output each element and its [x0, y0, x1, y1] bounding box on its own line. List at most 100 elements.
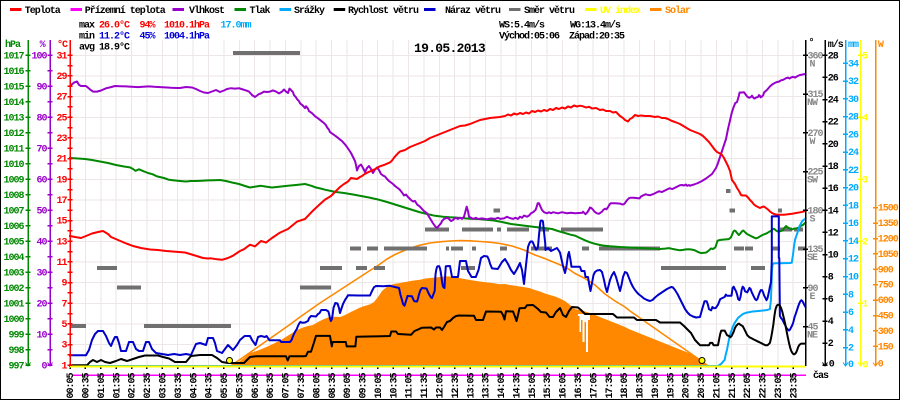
- svg-text:450: 450: [878, 312, 894, 323]
- svg-text:0: 0: [848, 360, 854, 371]
- svg-text:04:35: 04:35: [205, 372, 216, 398]
- svg-text:26: 26: [828, 73, 839, 84]
- svg-text:17:35: 17:35: [605, 372, 616, 398]
- svg-text:24: 24: [828, 96, 839, 107]
- svg-text:20:05: 20:05: [682, 372, 693, 398]
- svg-text:1002: 1002: [3, 284, 24, 295]
- svg-text:10:05: 10:05: [374, 372, 385, 398]
- svg-text:1013: 1013: [3, 113, 24, 124]
- svg-text:1: 1: [61, 361, 67, 372]
- svg-text:11.2°C: 11.2°C: [99, 31, 130, 43]
- svg-text:avg: avg: [79, 43, 95, 54]
- svg-text:4: 4: [848, 326, 854, 337]
- svg-text:16: 16: [848, 219, 859, 230]
- svg-text:16:05: 16:05: [559, 372, 570, 398]
- svg-text:21:05: 21:05: [712, 372, 723, 398]
- svg-text:180: 180: [808, 206, 824, 217]
- svg-text:28: 28: [828, 51, 839, 62]
- svg-text:05:05: 05:05: [220, 372, 231, 398]
- svg-text:11:35: 11:35: [420, 372, 431, 398]
- svg-text:N: N: [809, 59, 815, 70]
- svg-text:16:35: 16:35: [574, 372, 585, 398]
- svg-text:NE: NE: [807, 331, 818, 342]
- svg-text:26: 26: [848, 130, 859, 141]
- svg-text:50: 50: [36, 206, 47, 217]
- svg-text:19:35: 19:35: [666, 372, 677, 398]
- svg-text:1004.1hPa: 1004.1hPa: [164, 31, 210, 43]
- svg-text:min: min: [79, 31, 95, 43]
- svg-text:5: 5: [61, 320, 67, 331]
- svg-text:2: 2: [848, 344, 854, 355]
- svg-text:18:05: 18:05: [620, 372, 631, 398]
- svg-text:28: 28: [848, 113, 859, 124]
- svg-text:999: 999: [8, 330, 24, 341]
- svg-text:16: 16: [828, 184, 839, 195]
- svg-text:23: 23: [56, 134, 67, 145]
- svg-text:Směr větru: Směr větru: [524, 5, 575, 17]
- svg-text:1017: 1017: [3, 51, 24, 62]
- svg-text:WS:5.4m/s: WS:5.4m/s: [499, 20, 545, 32]
- svg-text:Náraz větru: Náraz větru: [445, 5, 501, 17]
- svg-text:6: 6: [848, 308, 854, 319]
- svg-text:15:05: 15:05: [528, 372, 539, 398]
- svg-text:22:05: 22:05: [743, 372, 754, 398]
- svg-text:hPa: hPa: [5, 39, 21, 51]
- svg-text:11: 11: [56, 258, 67, 269]
- svg-text:315: 315: [808, 90, 824, 101]
- svg-text:17:05: 17:05: [589, 372, 600, 398]
- svg-text:70: 70: [36, 144, 47, 155]
- svg-text:W: W: [878, 40, 884, 51]
- svg-text:12:05: 12:05: [435, 372, 446, 398]
- svg-text:19:05: 19:05: [651, 372, 662, 398]
- svg-text:150: 150: [878, 342, 894, 353]
- svg-text:20: 20: [848, 184, 859, 195]
- svg-text:90: 90: [808, 284, 819, 295]
- svg-text:20:35: 20:35: [697, 372, 708, 398]
- svg-text:19.05.2013: 19.05.2013: [414, 41, 486, 56]
- svg-text:SE: SE: [807, 253, 818, 264]
- svg-text:18: 18: [828, 162, 839, 173]
- svg-text:600: 600: [878, 296, 894, 307]
- svg-text:Solar: Solar: [665, 5, 691, 17]
- svg-text:1010.1hPa: 1010.1hPa: [164, 20, 210, 32]
- svg-text:14:35: 14:35: [512, 372, 523, 398]
- svg-text:6: 6: [828, 295, 834, 306]
- svg-text:Rychlost větru: Rychlost větru: [348, 5, 419, 17]
- svg-text:18:35: 18:35: [636, 372, 647, 398]
- svg-text:30: 30: [848, 95, 859, 106]
- svg-text:135: 135: [808, 245, 824, 256]
- svg-text:360: 360: [808, 51, 824, 62]
- svg-text:Západ:20:35: Západ:20:35: [569, 31, 625, 43]
- svg-text:1008: 1008: [3, 191, 24, 202]
- svg-text:W: W: [809, 137, 815, 148]
- svg-text:270: 270: [808, 129, 824, 140]
- svg-text:09:35: 09:35: [359, 372, 370, 398]
- svg-text:22: 22: [848, 166, 859, 177]
- svg-text:22:35: 22:35: [759, 372, 770, 398]
- svg-text:Teplota: Teplota: [25, 5, 61, 17]
- svg-text:9: 9: [61, 279, 67, 290]
- svg-text:80: 80: [36, 113, 47, 124]
- svg-text:08:05: 08:05: [312, 372, 323, 398]
- svg-text:Srážky: Srážky: [294, 5, 325, 17]
- svg-text:13:35: 13:35: [482, 372, 493, 398]
- svg-text:14: 14: [828, 206, 839, 217]
- svg-text:m/s: m/s: [828, 39, 844, 51]
- svg-text:998: 998: [8, 346, 24, 357]
- svg-text:21: 21: [56, 155, 67, 166]
- svg-text:1012: 1012: [3, 129, 24, 140]
- svg-text:4: 4: [862, 113, 868, 124]
- svg-text:00:05: 00:05: [66, 372, 77, 398]
- svg-text:750: 750: [878, 281, 894, 292]
- svg-text:2: 2: [828, 339, 834, 350]
- svg-text:11:05: 11:05: [405, 372, 416, 398]
- svg-text:02:05: 02:05: [128, 372, 139, 398]
- svg-text:12:35: 12:35: [451, 372, 462, 398]
- svg-text:04:05: 04:05: [189, 372, 200, 398]
- svg-text:čas: čas: [813, 370, 829, 382]
- svg-text:0: 0: [829, 360, 835, 371]
- svg-text:1003: 1003: [3, 268, 24, 279]
- svg-text:1050: 1050: [878, 250, 899, 261]
- svg-text:3: 3: [862, 175, 868, 186]
- svg-text:34: 34: [848, 59, 859, 70]
